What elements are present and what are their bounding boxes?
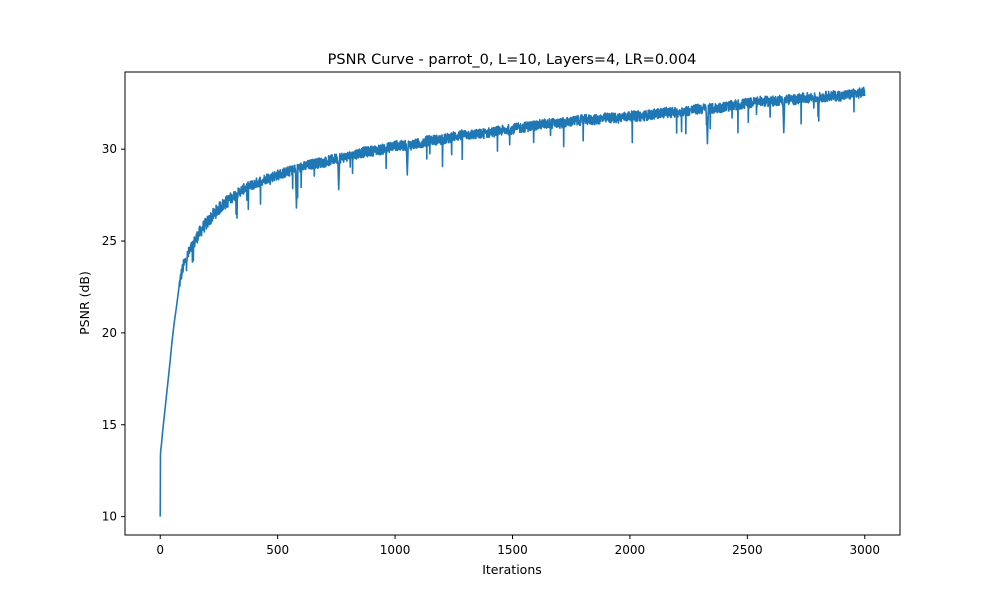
x-axis: 0 500 1000 1500 2000 2500 3000 <box>156 535 880 557</box>
chart-title: PSNR Curve - parrot_0, L=10, Layers=4, L… <box>328 52 697 68</box>
psnr-series-line <box>159 86 866 517</box>
x-tick-label: 1500 <box>497 543 528 557</box>
y-tick-label: 10 <box>102 510 117 524</box>
y-tick-label: 30 <box>102 142 117 156</box>
y-axis-label: PSNR (dB) <box>77 271 92 335</box>
x-tick-label: 2000 <box>615 543 646 557</box>
x-tick-label: 500 <box>266 543 289 557</box>
x-axis-label: Iterations <box>482 562 542 577</box>
y-axis: 10 15 20 25 30 <box>102 142 125 524</box>
y-tick-label: 20 <box>102 326 117 340</box>
x-tick-label: 1000 <box>380 543 411 557</box>
x-tick-label: 0 <box>156 543 164 557</box>
y-tick-label: 15 <box>102 418 117 432</box>
x-tick-label: 2500 <box>732 543 763 557</box>
y-tick-label: 25 <box>102 234 117 248</box>
x-tick-label: 3000 <box>849 543 880 557</box>
plot-frame <box>124 71 901 536</box>
